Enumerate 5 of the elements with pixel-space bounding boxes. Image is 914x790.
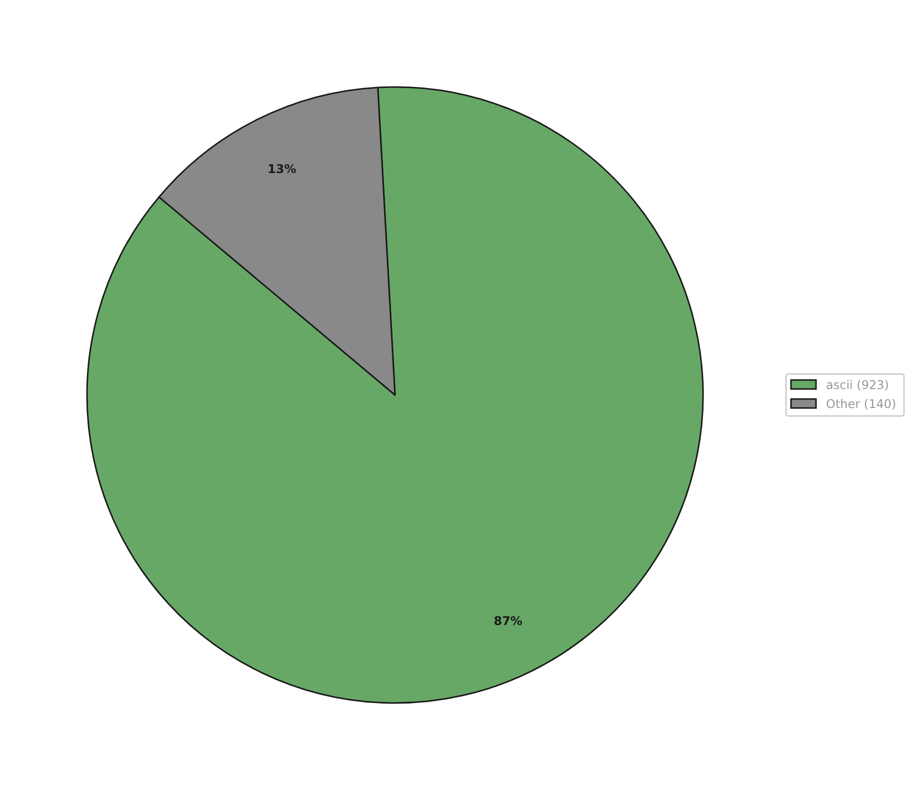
legend-label: Other (140) <box>826 397 896 411</box>
data-label: 13% <box>268 162 296 176</box>
pie-slice <box>86 86 704 704</box>
legend-label: ascii (923) <box>826 378 889 392</box>
data-label: 87% <box>494 614 522 628</box>
